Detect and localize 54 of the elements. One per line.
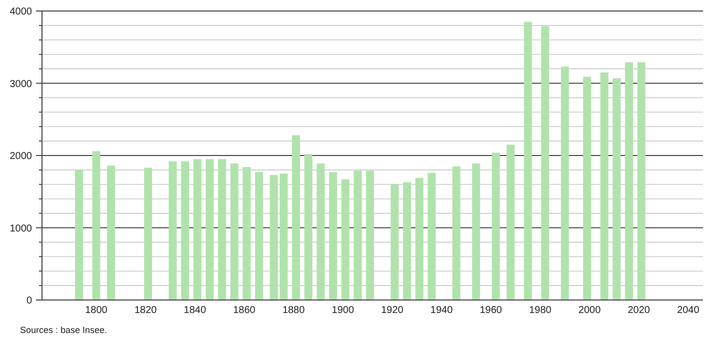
- bar: [107, 166, 116, 300]
- x-tick-label: 2000: [578, 305, 602, 316]
- bar: [600, 72, 608, 300]
- x-tick-label: 1980: [529, 305, 552, 316]
- x-tick-label: 1900: [332, 305, 354, 316]
- bar: [390, 184, 399, 300]
- x-tick-label: 2040: [677, 305, 700, 316]
- y-tick-label: 2000: [10, 151, 32, 162]
- y-tick-label: 4000: [10, 6, 32, 18]
- bar: [206, 159, 214, 300]
- bar: [452, 166, 460, 300]
- bar: [506, 144, 515, 300]
- bar: [255, 172, 264, 300]
- bar: [366, 170, 374, 300]
- bar: [341, 179, 350, 300]
- bar: [354, 170, 362, 300]
- x-tick-label: 1940: [430, 305, 454, 316]
- bar: [292, 135, 300, 300]
- bar: [541, 26, 550, 300]
- y-tick-label: 1000: [10, 223, 32, 234]
- bar: [329, 172, 338, 300]
- bar: [637, 62, 646, 300]
- bar: [242, 167, 251, 300]
- bar: [181, 161, 190, 300]
- bar: [403, 182, 412, 300]
- bar: [316, 163, 325, 300]
- x-tick-label: 1840: [184, 305, 206, 316]
- bar: [612, 78, 621, 300]
- bar: [524, 22, 532, 300]
- x-tick-label: 1860: [233, 305, 256, 316]
- x-tick-label: 2020: [628, 305, 650, 316]
- bar: [168, 161, 177, 300]
- bar: [625, 62, 634, 300]
- bar: [428, 172, 436, 300]
- bar: [193, 159, 202, 300]
- bar: [472, 163, 480, 300]
- y-tick-label: 3000: [10, 78, 32, 90]
- bar: [583, 76, 592, 300]
- bar: [144, 168, 152, 300]
- bar: [492, 152, 500, 300]
- x-tick-label: 1800: [85, 305, 108, 316]
- bar: [304, 154, 312, 300]
- x-tick-label: 1960: [480, 305, 502, 316]
- x-tick-label: 1820: [134, 305, 158, 316]
- x-tick-label: 1880: [282, 305, 306, 316]
- source-note: Sources : base Insee.: [20, 325, 108, 335]
- bar: [74, 170, 83, 300]
- bar: [218, 159, 226, 300]
- bar: [230, 163, 238, 300]
- y-tick-label: 0: [26, 296, 32, 306]
- bar: [560, 66, 569, 300]
- bar: [92, 151, 100, 300]
- bar: [415, 178, 424, 300]
- x-tick-label: 1920: [381, 305, 404, 316]
